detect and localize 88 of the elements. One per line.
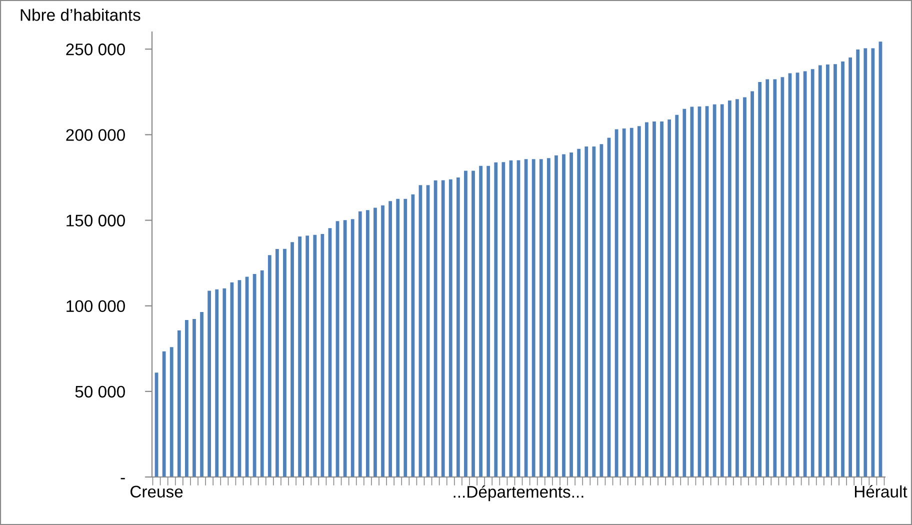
bar: [645, 122, 648, 477]
bar: [826, 64, 830, 477]
bar: [208, 290, 212, 477]
bar: [502, 162, 506, 477]
bar: [637, 126, 641, 477]
bar: [230, 282, 234, 477]
y-tick-label: 250 000: [66, 44, 125, 56]
bar: [486, 166, 490, 477]
bar: [810, 69, 814, 477]
bar: [456, 177, 460, 477]
bar: [472, 170, 475, 477]
bar: [283, 248, 286, 477]
bar: [298, 236, 302, 477]
bar: [584, 146, 588, 477]
bar: [252, 274, 256, 477]
bar: [200, 312, 204, 477]
bar: [720, 104, 724, 477]
bar: [366, 210, 370, 477]
bar: [184, 320, 188, 477]
bar: [260, 270, 264, 477]
bar: [690, 106, 694, 477]
y-tick-label: 200 000: [66, 129, 125, 141]
bar: [222, 288, 226, 477]
bar: [834, 64, 837, 477]
bar: [350, 219, 354, 477]
bar: [743, 97, 746, 477]
bar: [479, 166, 482, 477]
bar: [192, 319, 196, 477]
bar: [652, 122, 656, 477]
bar: [864, 48, 868, 477]
bar: [170, 347, 174, 477]
y-axis-title: Nbre d’habitants: [20, 8, 140, 21]
x-tick-label: ...Départements...: [454, 485, 584, 502]
y-tick-label: 100 000: [66, 300, 125, 312]
bar: [320, 234, 324, 477]
bar: [464, 170, 468, 477]
bar: [215, 289, 219, 477]
bar: [803, 71, 807, 477]
bar: [546, 158, 550, 477]
bar: [388, 201, 392, 477]
bar: [577, 148, 581, 477]
bar: [871, 48, 875, 477]
bar: [841, 61, 844, 477]
bar: [562, 154, 566, 477]
bar: [411, 194, 415, 477]
bar: [766, 79, 770, 477]
bar: [268, 255, 272, 477]
y-tick-label: -: [120, 478, 125, 480]
bar: [735, 99, 739, 477]
bar: [343, 220, 347, 477]
bar: [441, 180, 445, 477]
bar: [177, 330, 181, 477]
bar: [554, 155, 558, 477]
bar: [313, 234, 317, 477]
bar: [758, 82, 762, 477]
bar: [592, 146, 596, 477]
bar: [539, 159, 543, 477]
bar: [570, 152, 573, 477]
bar: [162, 351, 166, 477]
bar: [675, 114, 679, 477]
bar: [275, 249, 279, 477]
bar: [374, 208, 377, 477]
bar: [660, 122, 664, 477]
bar: [818, 65, 822, 477]
bar: [290, 242, 294, 477]
bar: [358, 211, 362, 477]
bar: [448, 179, 452, 477]
bar: [668, 119, 672, 477]
bar: [848, 58, 852, 477]
bar: [306, 236, 310, 477]
bar: [750, 91, 754, 477]
bar: [780, 77, 784, 477]
x-tick-label: Hérault: [854, 485, 908, 498]
bar: [532, 159, 536, 477]
bar: [728, 100, 732, 477]
bar: [630, 128, 634, 477]
bar: [773, 79, 777, 477]
bar: [682, 108, 686, 477]
bar: [856, 49, 860, 477]
y-tick-label: 150 000: [66, 214, 125, 226]
bar: [381, 205, 384, 477]
bar: [622, 128, 626, 477]
bar: [712, 104, 716, 477]
bar: [494, 162, 498, 477]
x-tick-label: Creuse: [130, 486, 183, 498]
y-tick-label: 50 000: [75, 386, 125, 398]
bar: [396, 198, 400, 477]
bar: [404, 198, 408, 477]
